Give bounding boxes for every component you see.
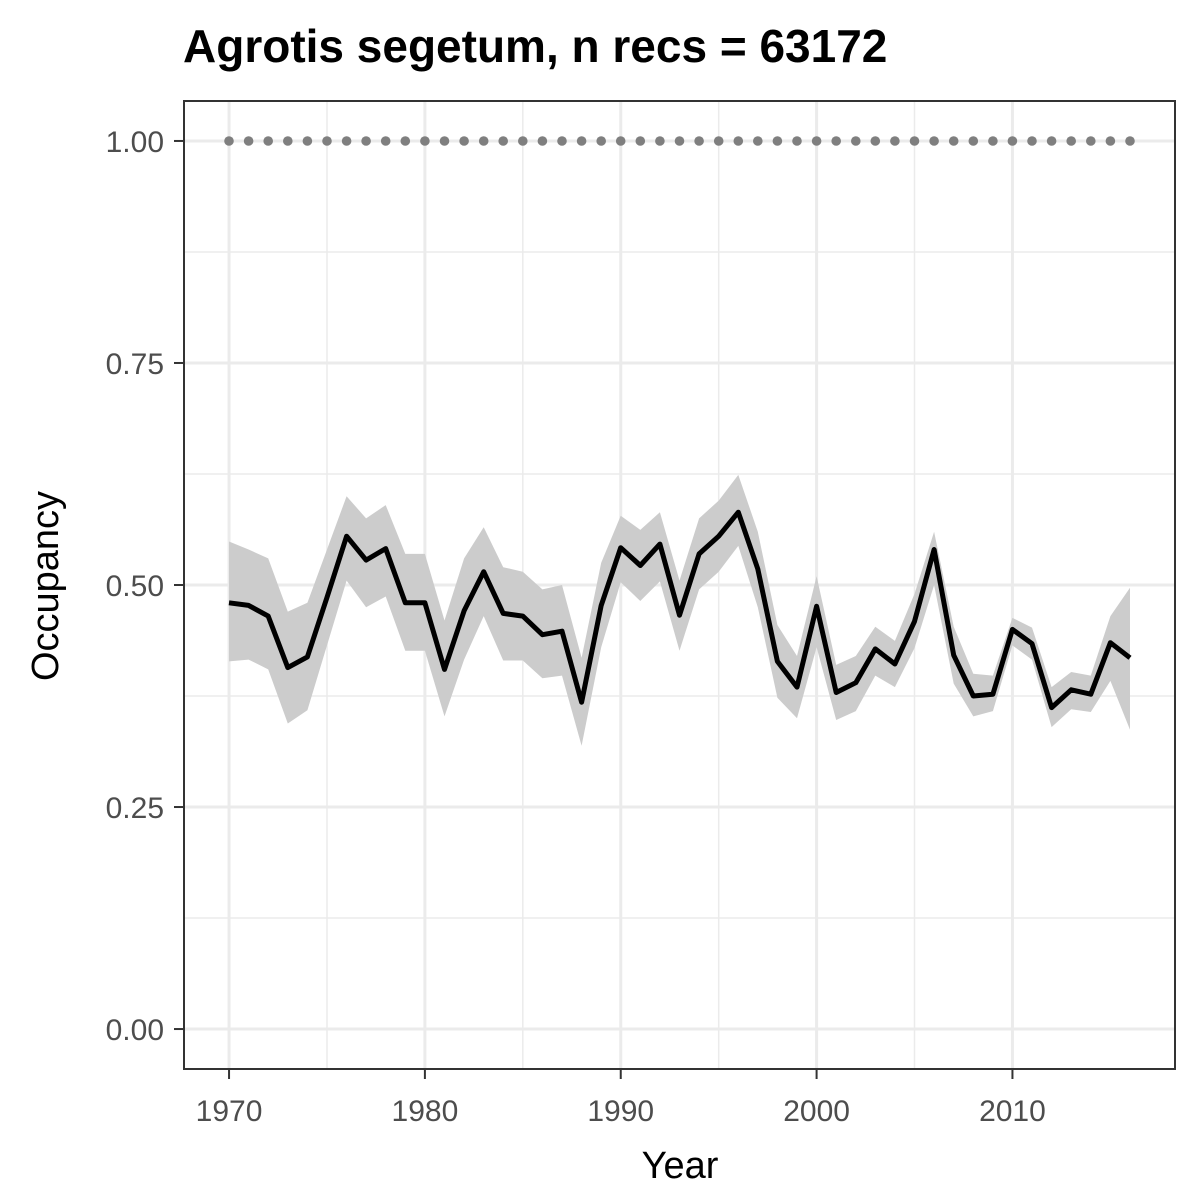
dot-point bbox=[811, 136, 822, 146]
dot-point bbox=[498, 136, 509, 146]
dot-point bbox=[537, 136, 548, 146]
dot-point bbox=[1125, 136, 1135, 146]
observed-dots bbox=[224, 136, 1135, 146]
y-tick-label: 0.50 bbox=[106, 570, 164, 603]
dot-point bbox=[459, 136, 469, 146]
dot-point bbox=[263, 136, 274, 146]
occupancy-line bbox=[228, 509, 1132, 711]
dot-point bbox=[909, 136, 920, 146]
dot-point bbox=[851, 136, 861, 146]
dot-point bbox=[772, 136, 783, 146]
dot-point bbox=[890, 136, 900, 146]
dot-point bbox=[439, 136, 450, 146]
dot-point bbox=[224, 136, 234, 146]
dot-point bbox=[655, 136, 665, 146]
x-tick-label: 1970 bbox=[196, 1095, 263, 1128]
dot-point bbox=[400, 136, 411, 146]
x-axis: 1970 1980 1990 2000 2010 bbox=[196, 1069, 1046, 1128]
dot-point bbox=[302, 136, 313, 146]
y-axis: 0.00 0.25 0.50 0.75 1.00 bbox=[106, 126, 184, 1047]
dot-point bbox=[341, 136, 352, 146]
y-tick-label: 1.00 bbox=[106, 126, 164, 159]
dot-point bbox=[243, 136, 254, 146]
dot-point bbox=[753, 136, 763, 146]
y-tick-label: 0.75 bbox=[106, 348, 164, 381]
dot-point bbox=[518, 136, 528, 146]
dot-point bbox=[929, 136, 939, 146]
dot-point bbox=[792, 136, 802, 146]
dot-point bbox=[831, 136, 841, 146]
x-axis-title: Year bbox=[642, 1145, 719, 1187]
dot-point bbox=[1086, 136, 1096, 146]
dot-point bbox=[420, 136, 430, 146]
dot-point bbox=[1027, 136, 1037, 146]
x-tick-label: 1990 bbox=[587, 1095, 654, 1128]
x-tick-label: 1980 bbox=[392, 1095, 459, 1128]
dot-point bbox=[1007, 136, 1018, 146]
dot-point bbox=[1066, 136, 1076, 146]
dot-point bbox=[968, 136, 979, 146]
dot-point bbox=[988, 136, 998, 146]
dot-point bbox=[596, 136, 606, 146]
dot-point bbox=[674, 136, 685, 146]
dot-point bbox=[576, 136, 587, 146]
x-tick-label: 2010 bbox=[979, 1095, 1046, 1128]
dot-point bbox=[557, 136, 567, 146]
dot-point bbox=[635, 136, 646, 146]
y-tick-label: 0.25 bbox=[106, 792, 164, 825]
dot-point bbox=[1046, 136, 1057, 146]
y-tick-label: 0.00 bbox=[106, 1014, 164, 1047]
dot-point bbox=[733, 136, 744, 146]
dot-point bbox=[948, 136, 959, 146]
dot-point bbox=[361, 136, 371, 146]
dot-point bbox=[478, 136, 489, 146]
x-tick-label: 2000 bbox=[783, 1095, 850, 1128]
dot-point bbox=[870, 136, 881, 146]
dot-point bbox=[713, 136, 724, 146]
dot-point bbox=[322, 136, 332, 146]
y-axis-title: Occupancy bbox=[25, 491, 67, 681]
dot-point bbox=[283, 136, 293, 146]
dot-point bbox=[694, 136, 704, 146]
dot-point bbox=[1105, 136, 1116, 146]
chart-title: Agrotis segetum, n recs = 63172 bbox=[183, 20, 887, 72]
dot-point bbox=[380, 136, 391, 146]
dot-point bbox=[615, 136, 626, 146]
